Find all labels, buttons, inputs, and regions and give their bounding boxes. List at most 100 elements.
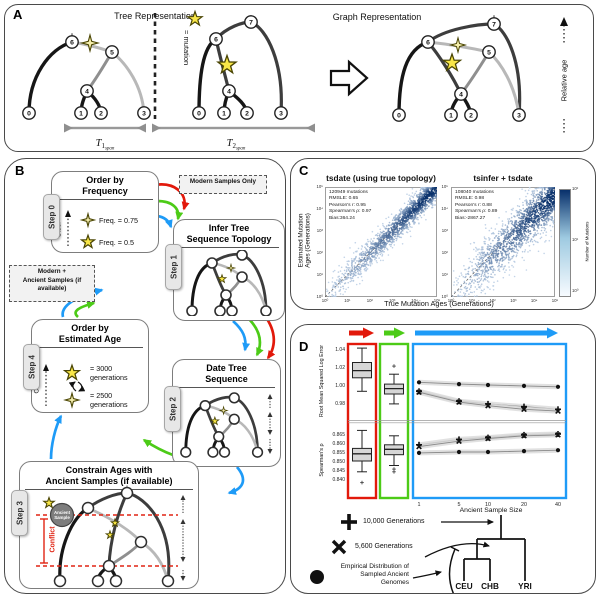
- step2-title: Date Tree Sequence: [178, 360, 275, 388]
- step3-box: Step 3 Constrain Ages with Ancient Sample…: [11, 461, 199, 589]
- axis-tick: 10²: [316, 249, 323, 255]
- scatter-left-stats: 120949 mutations RMSLE: 0.65 Pearson's r: …: [329, 190, 372, 221]
- axis-tick: 10³: [389, 297, 396, 303]
- axis-tick: 10³: [510, 297, 517, 303]
- svg-text:0.850: 0.850: [332, 459, 345, 465]
- scatter-left-title: tsdate (using true topology): [326, 173, 436, 183]
- ancient-sample-label: Ancient Sample: [53, 509, 71, 521]
- svg-text:0.855: 0.855: [332, 450, 345, 456]
- svg-text:6: 6: [426, 39, 430, 46]
- flow-arrow-green: [247, 317, 264, 357]
- population-label-yri: YRI: [518, 582, 532, 591]
- legend-arrows: [412, 519, 494, 579]
- legend-cross-label: 5,600 Generations: [355, 543, 413, 550]
- pipeline-arrow-red: [349, 327, 374, 339]
- svg-text:1: 1: [449, 112, 453, 119]
- flow-arrow-green: [142, 438, 174, 457]
- svg-text:1.04: 1.04: [335, 347, 345, 353]
- step4-title: Order by Estimated Age: [37, 320, 143, 348]
- scatter-right-title: tsinfer + tsdate: [473, 173, 533, 183]
- svg-text:5: 5: [487, 49, 491, 56]
- mutation-legend-label: = mutation: [182, 30, 191, 66]
- svg-text:2: 2: [245, 110, 249, 117]
- axis-tick: 10⁵: [433, 297, 441, 303]
- step1-title: Infer Tree Sequence Topology: [179, 220, 279, 248]
- swap-arrow-icon: [77, 381, 86, 392]
- panel-c: C tsdate (using true topology) tsinfer +…: [290, 158, 596, 310]
- modern-samples-only-box: Modern Samples Only: [179, 175, 267, 194]
- legend-dot-label: Empirical Distribution of Sampled Ancient…: [340, 563, 409, 587]
- gen-3000-label: = 3000 generations: [90, 364, 128, 382]
- axis-tick: 10⁵: [551, 297, 559, 303]
- panel-b: B Modern Samples Only Modern + Ancient S…: [4, 158, 286, 594]
- axis-tick: 10⁰: [447, 297, 455, 303]
- panel-a-drawing: 6 5 4 0 1 2 3 7 6 4 0 1 2 3 7 6 5 4 0 1 2 3: [22, 10, 568, 133]
- pipeline-arrow-blue: [415, 327, 558, 339]
- ancient-sample-node: [49, 502, 75, 528]
- axis-tick: 10⁴: [316, 205, 323, 211]
- svg-text:0: 0: [197, 110, 201, 117]
- flow-arrow-blue: [232, 319, 251, 352]
- colorbar-tick: 10⁰: [572, 288, 579, 293]
- scatter-y-axis-label: Estimated Mutation Ages (Generations): [297, 213, 312, 268]
- marginal-tree-1: [27, 33, 146, 115]
- rmsle-axis-label: Root Mean Squared Log Error: [319, 344, 325, 418]
- svg-text:1: 1: [79, 110, 83, 117]
- population-label-chb: CHB: [481, 582, 499, 591]
- flow-arrow-blue: [49, 414, 63, 460]
- axis-tick: 10¹: [316, 271, 323, 277]
- svg-text:4: 4: [459, 91, 463, 98]
- svg-text:3: 3: [142, 110, 146, 117]
- flow-arrow-blue: [156, 214, 173, 229]
- freq-075-label: Freq. = 0.75: [99, 216, 138, 225]
- colorbar-tick: 10²: [572, 186, 579, 191]
- frequency-star-icon: [81, 213, 95, 227]
- svg-text:4: 4: [227, 88, 231, 95]
- svg-text:0: 0: [397, 112, 401, 119]
- svg-text:5: 5: [458, 502, 461, 508]
- panel-a-label: A: [13, 7, 23, 22]
- scatter-right-stats: 108040 mutations RMSLE: 0.98 Pearson's r: …: [455, 190, 498, 221]
- population-tree: [463, 515, 526, 581]
- tree-nodes: [22, 15, 526, 122]
- axis-tick: 10⁵: [316, 183, 323, 189]
- colorbar: [559, 189, 571, 297]
- axis-tick: 10⁴: [441, 205, 448, 211]
- svg-text:6: 6: [70, 39, 74, 46]
- step2-box: Step 2 Date Tree Sequence: [164, 359, 281, 467]
- svg-text:40: 40: [555, 502, 561, 508]
- panel-b-label: B: [15, 163, 25, 178]
- axis-tick: 10²: [366, 297, 373, 303]
- colorbar-tick: 10¹: [572, 237, 579, 242]
- green-frame: [378, 342, 410, 500]
- mutation-star-icon: [81, 34, 99, 52]
- svg-text:2: 2: [99, 110, 103, 117]
- panel-d-charts: 1.04 1.02 1.00 0.98 0.865 0.860 0.855 0.850 0.84…: [310, 327, 568, 593]
- svg-text:10: 10: [485, 502, 491, 508]
- step2-tab: Step 2: [164, 386, 181, 432]
- conflict-bracket: [40, 518, 48, 564]
- relative-age-label: Relative age: [559, 59, 569, 102]
- population-label-ceu: CEU: [455, 582, 473, 591]
- graph-representation-title: Graph Representation: [332, 12, 422, 22]
- step1-tab: Step 1: [165, 244, 182, 290]
- svg-text:1.02: 1.02: [335, 365, 345, 371]
- swap-arrow-icon: [68, 381, 77, 392]
- transform-arrow-icon: [329, 59, 369, 97]
- legend-plus-label: 10,000 Generations: [363, 518, 425, 525]
- scatter-plot-tsinfer-tsdate: [451, 187, 555, 297]
- svg-text:0.98: 0.98: [335, 401, 345, 407]
- mutation-star-icon: [43, 496, 55, 508]
- step3-drawing: [36, 485, 186, 588]
- svg-text:0.845: 0.845: [332, 468, 345, 474]
- svg-text:5: 5: [110, 49, 114, 56]
- axis-tick: 10⁵: [441, 183, 448, 189]
- axis-tick: 10⁰: [441, 293, 448, 299]
- svg-text:0: 0: [27, 110, 31, 117]
- svg-text:2: 2: [469, 112, 473, 119]
- svg-text:1: 1: [222, 110, 226, 117]
- svg-text:3: 3: [279, 110, 283, 117]
- axis-tick: 10³: [316, 227, 323, 233]
- age-star-icon: [63, 364, 81, 380]
